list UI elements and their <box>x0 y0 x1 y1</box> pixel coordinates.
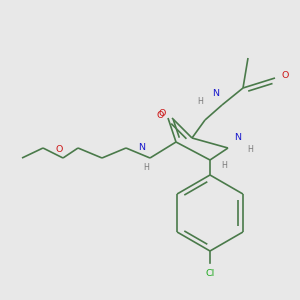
Text: H: H <box>143 164 149 172</box>
Text: Cl: Cl <box>206 268 214 278</box>
Text: O: O <box>156 110 164 119</box>
Text: N: N <box>139 142 145 152</box>
Text: O: O <box>281 70 289 80</box>
Text: O: O <box>55 146 63 154</box>
Text: N: N <box>212 89 220 98</box>
Text: H: H <box>221 160 227 169</box>
Text: O: O <box>158 109 166 118</box>
Text: N: N <box>235 134 242 142</box>
Text: H: H <box>247 146 253 154</box>
Text: H: H <box>197 98 203 106</box>
